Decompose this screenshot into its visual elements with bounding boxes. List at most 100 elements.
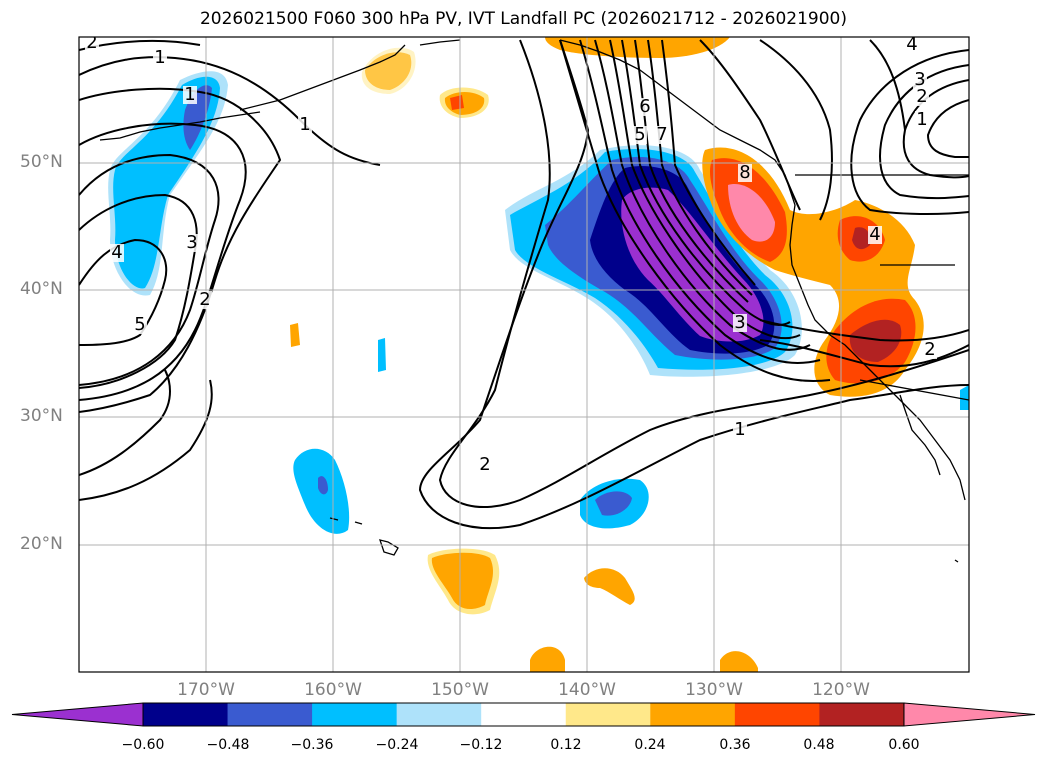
contour-label-bg xyxy=(913,71,927,89)
figure-title: 2026021500 F060 300 hPa PV, IVT Landfall… xyxy=(199,9,847,29)
colorbar-bin xyxy=(565,703,651,726)
contour-label-bg xyxy=(153,49,167,67)
contour-label-bg xyxy=(915,111,929,129)
contour-line xyxy=(79,379,213,501)
contour-line xyxy=(759,339,969,368)
contour-label: 2 xyxy=(916,86,927,107)
contour-label-bg xyxy=(478,456,492,474)
lon-label: 140°W xyxy=(558,680,616,700)
colorbar-tick-label: −0.24 xyxy=(375,737,419,753)
contour-label: 8 xyxy=(739,162,750,183)
pv-shading-negative xyxy=(108,71,969,534)
colorbar-bin xyxy=(143,703,229,726)
contour-line xyxy=(79,56,381,166)
island xyxy=(379,539,399,556)
lat-label: 50°N xyxy=(20,152,63,172)
contour-label: 4 xyxy=(869,224,880,245)
small-neg-right xyxy=(960,385,969,410)
contour-label-bg xyxy=(133,316,147,334)
lat-label: 20°N xyxy=(20,534,63,554)
small-pos xyxy=(290,323,300,347)
alaska-shading-light xyxy=(361,47,416,94)
contour-line xyxy=(759,319,969,342)
lat-label: 30°N xyxy=(20,406,63,426)
contour-label-bg xyxy=(638,98,652,116)
contour-line xyxy=(869,39,906,131)
colorbar-tick-label: 0.48 xyxy=(803,737,835,753)
contour-label-bg xyxy=(633,126,647,144)
contour-label: 2 xyxy=(86,32,97,53)
contour-label-bg xyxy=(733,314,747,332)
border xyxy=(859,379,969,401)
colorbar-extend-high xyxy=(903,702,1036,727)
contour-label: 7 xyxy=(656,124,667,145)
south-pos2 xyxy=(584,568,635,605)
contour-line xyxy=(661,39,756,286)
gridlines xyxy=(79,37,969,672)
coastline xyxy=(419,39,461,46)
contour-label-bg xyxy=(905,37,919,54)
colorbar-tick-label: −0.12 xyxy=(459,737,503,753)
sw-shading-dark xyxy=(849,319,902,362)
contour-label: 4 xyxy=(111,242,122,263)
contour-label-bg xyxy=(915,88,929,106)
colorbar-bin xyxy=(650,703,736,726)
top-shading xyxy=(545,37,730,58)
contour-line xyxy=(79,369,171,476)
contour-line xyxy=(926,99,969,158)
contour-label: 3 xyxy=(734,312,745,333)
lon-label: 130°W xyxy=(685,680,743,700)
lat-label: 40°N xyxy=(20,279,63,299)
island xyxy=(354,521,363,525)
contour-label: 2 xyxy=(199,289,210,310)
lon-label: 150°W xyxy=(431,680,489,700)
colorbar-bin xyxy=(312,703,398,726)
contour-label: 2 xyxy=(924,339,935,360)
colorbar-tick-label: 0.12 xyxy=(550,737,582,753)
coastline xyxy=(239,44,406,111)
contour-line xyxy=(634,39,749,303)
contour-line xyxy=(418,39,969,529)
colorbar-frame xyxy=(142,702,905,727)
coastline xyxy=(99,111,261,141)
contour-label-bg xyxy=(198,291,212,309)
contour-label: 6 xyxy=(639,96,650,117)
contour-line xyxy=(647,39,753,296)
small-neg xyxy=(378,338,386,372)
contour-label: 4 xyxy=(906,34,917,55)
south-pos1-orange xyxy=(431,552,494,610)
hawaii-shading-blue xyxy=(318,476,328,495)
contour-line xyxy=(609,39,801,340)
contour-label: 1 xyxy=(916,109,927,130)
contour-label: 3 xyxy=(186,232,197,253)
contour-label-bg xyxy=(110,244,124,262)
contour-label-bg xyxy=(298,116,312,134)
contour-label-bg xyxy=(923,341,937,359)
contour-label-bg xyxy=(655,126,669,144)
contour-label: 1 xyxy=(299,114,310,135)
contour-line xyxy=(902,79,969,179)
south-shading-blue xyxy=(595,491,632,516)
colorbar-tick-label: 0.60 xyxy=(888,737,920,753)
lon-label: 170°W xyxy=(177,680,235,700)
colorbar-tick-label: −0.60 xyxy=(121,737,165,753)
map-frame xyxy=(78,36,970,673)
contour-label-bg xyxy=(868,226,882,244)
colorbar-tick-label: 0.36 xyxy=(719,737,751,753)
contour-line xyxy=(438,39,969,508)
contour-line xyxy=(559,39,831,383)
lon-label: 160°W xyxy=(304,680,362,700)
colorbar-bin xyxy=(734,703,820,726)
contour-line xyxy=(79,122,247,401)
contour-label: 5 xyxy=(134,314,145,335)
colorbar-extend-low xyxy=(11,702,144,727)
colorbar-tick-label: −0.48 xyxy=(206,737,250,753)
contour-label: 1 xyxy=(154,47,165,68)
colorbar-tick-label: 0.24 xyxy=(634,737,666,753)
colorbar-bin xyxy=(227,703,313,726)
south-pos3 xyxy=(530,646,565,672)
contour-label: 3 xyxy=(914,69,925,90)
ridge-shading-pink xyxy=(728,184,775,242)
contour-label: 1 xyxy=(184,84,195,105)
